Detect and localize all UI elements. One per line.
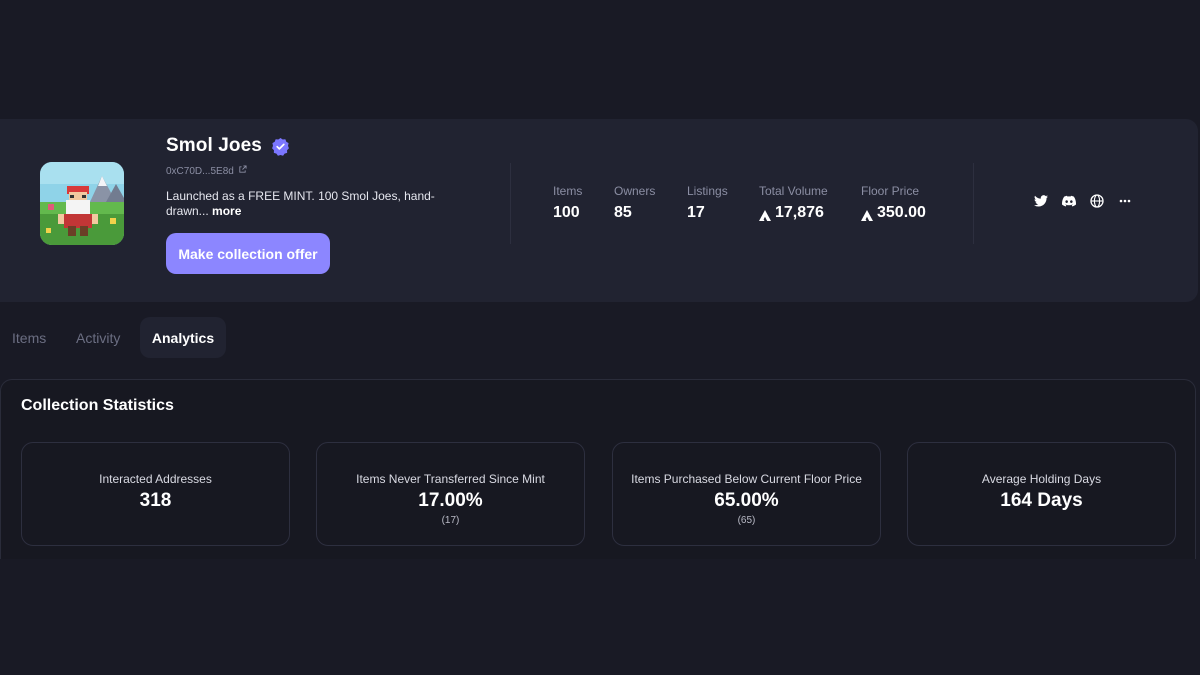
- stat-label: Items: [553, 184, 583, 198]
- stat-floor-price: Floor Price 350.00: [861, 184, 926, 222]
- stat-value: 17,876: [775, 204, 824, 221]
- stat-label: Floor Price: [861, 184, 920, 198]
- tab-activity[interactable]: Activity: [76, 329, 121, 346]
- stat-card-interacted-addresses: Interacted Addresses 318: [21, 442, 290, 546]
- tab-items[interactable]: Items: [12, 329, 47, 346]
- stat-card-average-holding-days: Average Holding Days 164 Days: [907, 442, 1176, 546]
- avax-icon: [759, 208, 771, 221]
- collection-header: Smol Joes 0xC70D...5E8d Launched as a FR…: [0, 119, 1198, 302]
- stat-card-value: 318: [139, 490, 172, 511]
- stat-value: 100: [553, 204, 580, 221]
- stat-label: Total Volume: [759, 184, 828, 198]
- stat-label: Listings: [687, 184, 728, 198]
- description-text: Launched as a FREE MINT. 100 Smol Joes, …: [166, 189, 435, 218]
- stat-card-value: 65.00%: [714, 490, 779, 511]
- verified-badge-icon: [271, 137, 290, 156]
- stat-owners: Owners 85: [614, 184, 655, 222]
- more-icon[interactable]: [1118, 194, 1132, 208]
- tab-analytics[interactable]: Analytics: [140, 317, 226, 358]
- stat-value: 85: [614, 204, 632, 221]
- stat-label: Owners: [614, 184, 656, 198]
- contract-address[interactable]: 0xC70D...5E8d: [166, 165, 247, 177]
- stat-card-purchased-below-floor: Items Purchased Below Current Floor Pric…: [612, 442, 881, 546]
- stat-card-sub: (17): [441, 515, 460, 526]
- stat-listings: Listings 17: [687, 184, 728, 222]
- social-links: [1034, 194, 1132, 208]
- twitter-icon[interactable]: [1034, 194, 1048, 208]
- stat-card-label: Interacted Addresses: [99, 472, 212, 486]
- stat-card-sub: (65): [737, 515, 756, 526]
- panel-title: Collection Statistics: [21, 397, 174, 414]
- divider: [973, 163, 974, 244]
- collection-avatar: [40, 162, 124, 245]
- collection-statistics-panel: Collection Statistics Interacted Address…: [0, 379, 1196, 559]
- title-row: Smol Joes: [166, 135, 290, 157]
- avax-icon: [861, 208, 873, 221]
- stat-card-label: Average Holding Days: [981, 472, 1102, 486]
- make-collection-offer-button[interactable]: Make collection offer: [166, 233, 330, 274]
- stat-items: Items 100: [553, 184, 582, 222]
- stat-card-value: 17.00%: [418, 490, 483, 511]
- collection-description: Launched as a FREE MINT. 100 Smol Joes, …: [166, 189, 456, 219]
- stat-total-volume: Total Volume 17,876: [759, 184, 828, 222]
- stat-value: 17: [687, 204, 705, 221]
- divider: [510, 163, 511, 244]
- stat-value: 350.00: [877, 204, 926, 221]
- external-link-icon[interactable]: [238, 165, 247, 177]
- stat-card-label: Items Never Transferred Since Mint: [356, 472, 545, 486]
- stat-card-never-transferred: Items Never Transferred Since Mint 17.00…: [316, 442, 585, 546]
- collection-title: Smol Joes: [166, 135, 262, 156]
- stat-card-label: Items Purchased Below Current Floor Pric…: [631, 472, 862, 486]
- globe-icon[interactable]: [1090, 194, 1104, 208]
- contract-address-text: 0xC70D...5E8d: [166, 165, 234, 177]
- more-link[interactable]: more: [212, 204, 242, 218]
- discord-icon[interactable]: [1062, 194, 1076, 208]
- stat-card-value: 164 Days: [1000, 490, 1083, 511]
